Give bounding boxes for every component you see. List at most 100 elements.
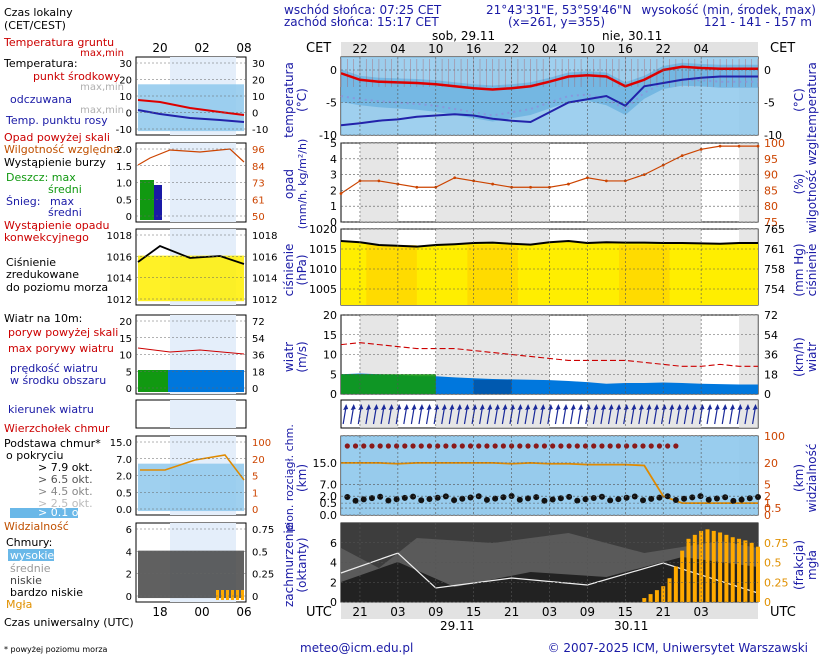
legend-tick-label-right: 20: [252, 76, 265, 87]
legend-night-band: [170, 143, 236, 222]
cloud-top-dot: [443, 443, 449, 449]
legend-okt2: > 6.5 okt.: [38, 473, 93, 486]
legend-precip-above: Opad powyżej skali: [4, 131, 110, 144]
utc-tick-label: 21: [656, 605, 671, 619]
legend-okt1: > 7.9 okt.: [38, 461, 93, 474]
night-band: [435, 400, 550, 428]
cet-tick-label: 22: [504, 42, 519, 56]
wind-dir-arrowhead: [729, 404, 735, 410]
legend-local-time2: (CET/CEST): [4, 19, 66, 32]
wind-dir-arrowhead: [631, 404, 637, 410]
legend-tick-label: 2.0: [116, 145, 132, 156]
legend-conv: Wystąpienie opadu: [4, 219, 109, 232]
legend-okt5: > 0.1 okt.: [38, 506, 93, 519]
legend-tick-label: 30: [119, 59, 132, 70]
cloud-top-dot: [615, 443, 621, 449]
legend-mini-fill: [138, 463, 244, 512]
wind-dir-arrowhead: [600, 404, 606, 410]
legend-medium: średnie: [10, 562, 51, 575]
cloud-top-dot: [394, 443, 400, 449]
y-tick-label: 0: [330, 64, 337, 77]
cloud-top-dot: [467, 443, 474, 449]
utc-label-right: UTC: [770, 605, 796, 620]
y-tick-label-right: 36: [764, 349, 778, 362]
wind-dir-arrowhead: [646, 404, 652, 410]
y-tick-label-right: 90: [764, 169, 778, 182]
wind-dir-arrowhead: [472, 404, 478, 410]
legend-tick-label-right: 84: [252, 162, 265, 173]
legend-tick-label-right: -10: [252, 125, 268, 136]
wind-dir-arrowhead: [593, 404, 599, 410]
cloud-top-dot: [459, 443, 465, 449]
cloud-base-dot: [631, 493, 638, 500]
humidity-point: [737, 144, 741, 148]
legend-rain-avg: średni: [48, 183, 82, 196]
y-tick-label-right: 100: [764, 137, 785, 150]
cloud-top-dot: [369, 443, 375, 449]
legend-tick-label: 20: [119, 317, 132, 328]
legend-mini-pressure: [137, 244, 245, 265]
legend-tick-label-right: 1014: [252, 274, 277, 285]
legend-tick-label-right: 54: [252, 334, 265, 345]
cloud-base-dot: [607, 497, 614, 504]
wind-dir-arrowhead: [418, 404, 424, 410]
footer-email: meteo@icm.edu.pl: [300, 641, 413, 655]
humidity-point: [586, 176, 589, 180]
y-tick-label-right: 80: [764, 200, 778, 213]
legend-mini-fog: [221, 590, 224, 600]
cloud-top-dot: [599, 443, 605, 449]
cloud-base-dot: [697, 493, 704, 500]
legend-fog: Mgła: [6, 598, 32, 611]
humidity-point: [339, 192, 343, 195]
legend-bottom-tick: 00: [194, 605, 209, 619]
humidity-point: [377, 179, 381, 183]
cloud-top-dot: [607, 443, 613, 449]
legend-gust-max: max porywy wiatru: [8, 342, 114, 355]
legend-rain: Deszcz: max: [6, 171, 76, 184]
y-tick-label: 5: [330, 137, 337, 150]
y-tick-label-right: 75: [764, 216, 778, 229]
wind-dir-arrowhead: [744, 404, 750, 410]
axis-titles: temperatura (°C) temperatura (°C) opad (…: [282, 62, 819, 607]
cloud-base-dot: [664, 493, 671, 500]
cloud-top-dot: [566, 443, 572, 449]
legend-tick-label: 2.0: [116, 472, 132, 483]
cloud-top-dot: [410, 443, 416, 449]
legend-dew: Temp. punktu rosy: [5, 114, 108, 127]
precip-axis-unit-left: (mm/h, kg/m²/h): [296, 139, 309, 230]
y-tick-label-right: 0.25: [764, 576, 789, 589]
wind-dir-arrowhead: [654, 404, 660, 410]
legend-conv2: konwekcyjnego: [4, 231, 89, 244]
legend-tick-label: 10: [119, 92, 132, 103]
night-band: [587, 400, 702, 428]
legend-clouds: Chmury:: [6, 536, 52, 549]
fog-bar: [749, 542, 754, 602]
wind-dir-arrowhead: [373, 404, 379, 410]
day1-top: sob, 29.11: [432, 29, 495, 43]
y-tick-label: 10: [323, 349, 337, 362]
legend-max-min2: max,min: [80, 82, 124, 93]
legend-cloud-base2: o pokryciu: [6, 449, 63, 462]
wind-dir-arrowhead: [517, 404, 523, 410]
humidity-axis-unit: (%): [792, 174, 806, 195]
visibility-axis-unit: (km): [792, 464, 806, 492]
cloud-top-dot: [426, 443, 433, 449]
legend-tick-label: 15.0: [110, 438, 132, 449]
legend-top-tick: 08: [236, 41, 251, 55]
legend-press2: zredukowane: [6, 268, 79, 281]
fog-bar: [737, 538, 742, 602]
legend-tick-label: 10: [119, 351, 132, 362]
y-tick-label-right: 20: [764, 457, 778, 470]
legend-okt3: > 4.5 okt.: [38, 485, 93, 498]
legend-tick-label-right: 1012: [252, 295, 277, 306]
wind-dir-arrowhead: [684, 404, 690, 410]
legend-mini-fog: [241, 590, 244, 600]
cloud-axis-unit-left: (km): [295, 464, 309, 492]
utc-tick-label: 03: [542, 605, 557, 619]
night-band: [739, 143, 758, 222]
wind-dir-arrowhead: [525, 404, 531, 410]
fog-bar: [730, 537, 735, 602]
legend-soil-temp: Temperatura gruntu: [3, 36, 114, 49]
y-tick-label-right: 85: [764, 184, 778, 197]
y-tick-label: -5: [326, 97, 337, 110]
